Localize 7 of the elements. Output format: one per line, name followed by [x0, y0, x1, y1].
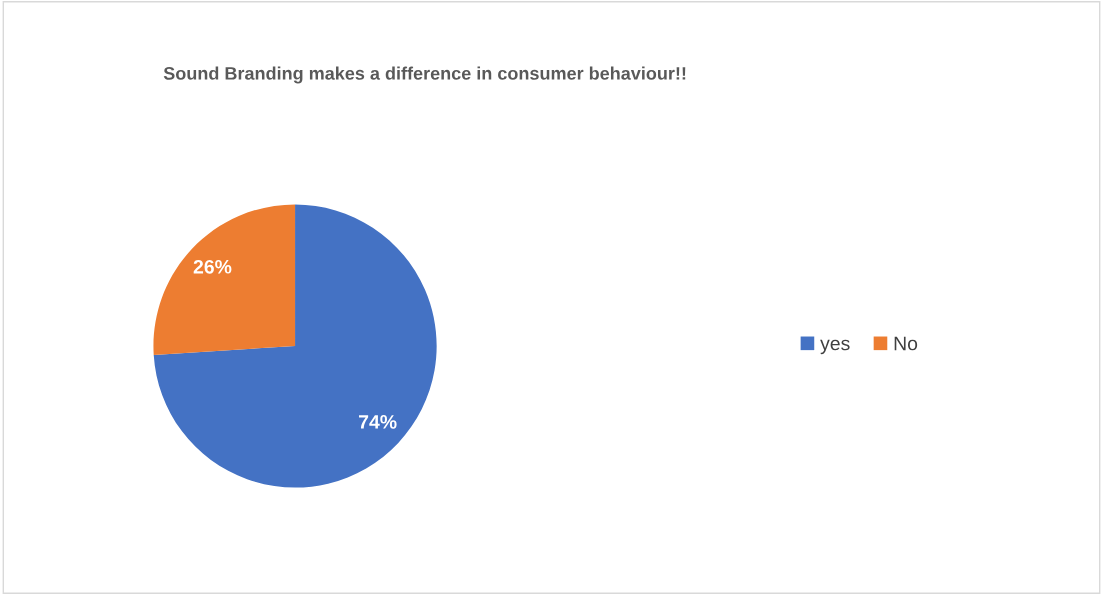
pie-slice — [153, 204, 296, 355]
legend-label: No — [894, 336, 918, 351]
pie-slice — [153, 204, 437, 488]
legend-label: yes — [820, 339, 850, 355]
data-label: 74% — [359, 415, 397, 429]
data-label: 26% — [193, 259, 232, 274]
chart-title: Sound Branding makes a difference in consumer behaviour!! — [163, 66, 686, 84]
